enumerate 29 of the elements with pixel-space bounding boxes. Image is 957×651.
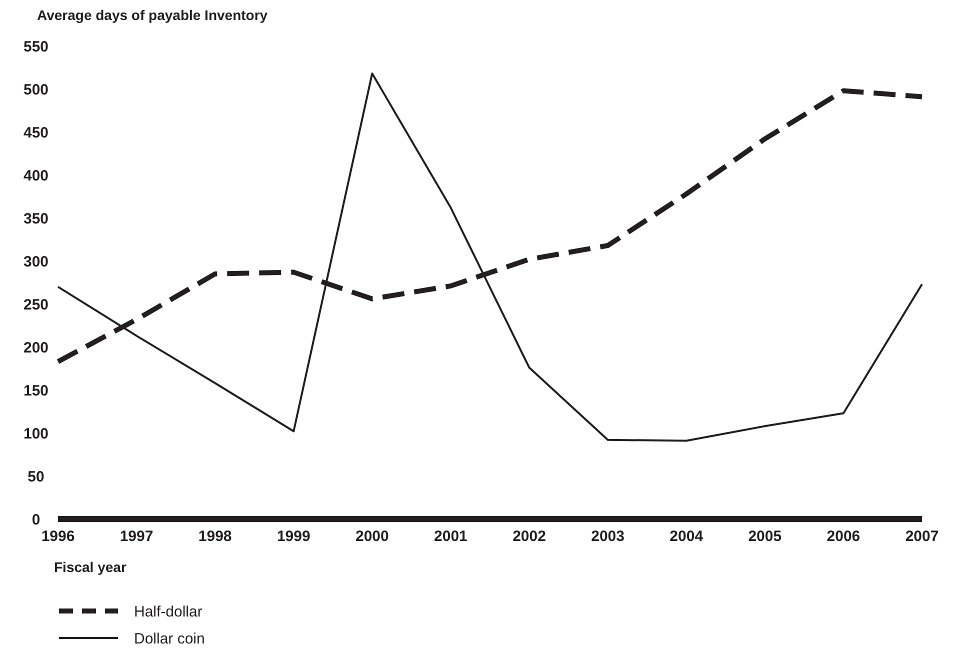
- y-tick-label: 450: [23, 124, 49, 142]
- y-tick-label: 400: [23, 167, 49, 184]
- legend-label: Half-dollar: [134, 603, 202, 620]
- y-tick-label: 550: [23, 38, 49, 56]
- y-axis-title: Average days of payable Inventory: [37, 7, 268, 23]
- x-tick-label: 1999: [276, 528, 310, 545]
- x-tick-label: 2001: [434, 528, 468, 545]
- x-tick-label: 2004: [670, 528, 704, 545]
- x-tick-label: 2005: [748, 528, 782, 545]
- legend-label: Dollar coin: [134, 630, 205, 648]
- y-tick-label: 350: [23, 210, 49, 228]
- x-tick-label: 2002: [512, 528, 546, 545]
- x-tick-label: 2000: [355, 528, 389, 545]
- x-tick-label: 2007: [905, 528, 939, 545]
- y-tick-label: 0: [32, 511, 40, 528]
- y-tick-label: 150: [23, 382, 49, 400]
- x-tick-label: 1996: [41, 528, 75, 545]
- y-tick-label: 500: [23, 81, 49, 98]
- x-tick-label: 2006: [826, 528, 860, 545]
- x-tick-label: 1998: [198, 528, 232, 545]
- y-tick-label: 200: [23, 339, 49, 356]
- y-tick-label: 250: [23, 296, 49, 314]
- y-tick-label: 50: [28, 468, 44, 486]
- x-tick-label: 1997: [120, 528, 154, 545]
- y-tick-label: 100: [23, 425, 49, 442]
- line-series: [57, 72, 923, 442]
- y-tick-label: 300: [23, 253, 49, 270]
- x-tick-label: 2003: [591, 528, 625, 545]
- x-axis-title: Fiscal year: [54, 559, 127, 575]
